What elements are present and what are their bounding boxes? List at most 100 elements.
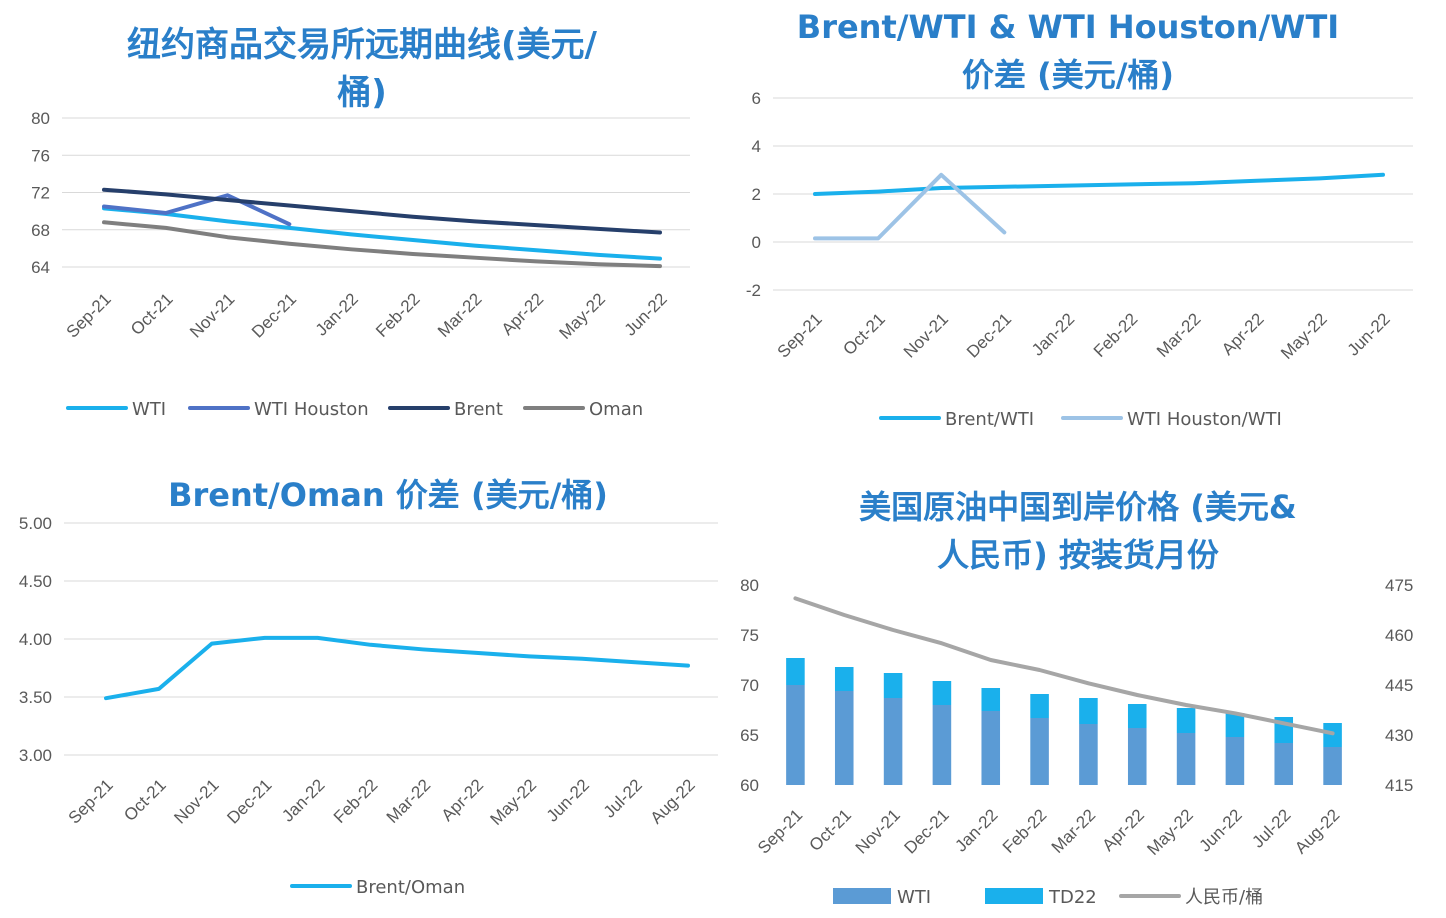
x-tick-label: Nov-21 [186, 289, 238, 341]
x-tick-label: Dec-21 [223, 775, 275, 827]
bar-wti [834, 691, 854, 785]
legend-label-brent-oman: Brent/Oman [356, 877, 465, 898]
bar-td22 [883, 673, 903, 698]
bar-td22 [1225, 713, 1245, 737]
legend-label-wti-houston-wti: WTI Houston/WTI [1127, 409, 1282, 430]
x-tick-label: Sep-21 [774, 309, 826, 361]
y-tick-label: 68 [31, 221, 50, 240]
x-tick-label: Aug-22 [1291, 805, 1343, 857]
series-line-wti-houston-wti [813, 172, 1007, 241]
y-tick-label: 75 [740, 626, 759, 645]
bar-td22 [1030, 694, 1049, 718]
x-tick-label: Jan-22 [1028, 309, 1078, 359]
y-tick-label: 80 [31, 109, 50, 128]
y2-tick-label: 475 [1385, 576, 1413, 595]
chart-title-line: 价差 (美元/桶) [962, 56, 1174, 94]
y-tick-label: 4 [752, 137, 761, 156]
x-tick-label: Jun-22 [543, 775, 593, 825]
x-tick-label: Dec-21 [963, 309, 1015, 361]
chart-title-line: 人民币) 按装货月份 [937, 536, 1219, 574]
series-line-wti-houston [102, 193, 292, 227]
x-tick-label: Dec-21 [901, 805, 953, 857]
x-tick-label: Apr-22 [1099, 805, 1149, 855]
bar-td22 [981, 688, 1001, 711]
nymex-forward-curve-chart: 纽约商品交易所远期曲线(美元/桶) 80 76 72 68 64 Sep-21 Oct-21 N… [31, 25, 690, 420]
bar-td22 [932, 681, 952, 705]
x-tick-label: Feb-22 [1090, 309, 1142, 361]
y-tick-label: 72 [31, 184, 50, 203]
bar-wti [1079, 724, 1098, 785]
x-tick-label: Apr-22 [1218, 309, 1268, 359]
y-tick-label: 3.50 [19, 688, 52, 707]
bar-wti [1176, 733, 1196, 785]
y-tick-label: 65 [740, 726, 759, 745]
x-tick-label: Jan-22 [278, 775, 328, 825]
chart-title-line: Brent/WTI & WTI Houston/WTI [797, 8, 1339, 46]
x-tick-label: Nov-21 [900, 309, 952, 361]
y-tick-label: 60 [740, 776, 759, 795]
x-tick-label: Jul-22 [1248, 805, 1294, 851]
x-tick-label: Oct-21 [839, 309, 889, 359]
brent-oman-spread-chart: Brent/Oman 价差 (美元/桶) 5.00 4.50 4.00 3.50 3.00… [19, 476, 718, 898]
bar-wti [981, 711, 1001, 785]
series-line-oman [102, 220, 662, 269]
series-line-brent-oman [104, 635, 690, 701]
chart-panel-brent-wti-spread: Brent/WTI & WTI Houston/WTI 价差 (美元/桶) 6 4 2 0… [723, 0, 1446, 455]
legend-swatch [833, 888, 891, 904]
x-tick-label: Nov-21 [170, 775, 222, 827]
y-tick-label: 6 [752, 89, 761, 108]
chart-title-line: 纽约商品交易所远期曲线(美元/ [127, 25, 598, 65]
bar-wti [1225, 737, 1245, 785]
y-tick-label: 0 [752, 233, 761, 252]
legend-label-wti-houston: WTI Houston [254, 399, 369, 420]
y-tick-label: 4.50 [19, 572, 52, 591]
x-tick-label: Sep-21 [63, 289, 115, 341]
x-tick-label: Dec-21 [248, 289, 300, 341]
bar-td22 [1079, 698, 1098, 724]
brent-wti-spread-chart: Brent/WTI & WTI Houston/WTI 价差 (美元/桶) 6 4 2 0… [746, 8, 1413, 430]
series-line-rmb-per-barrel [793, 596, 1335, 736]
x-tick-label: Sep-21 [754, 805, 806, 857]
y-tick-label: 70 [740, 676, 759, 695]
bar-wti [883, 698, 903, 785]
x-tick-label: Oct-21 [120, 775, 170, 825]
bar-td22 [786, 658, 805, 685]
y-tick-label: -2 [746, 281, 761, 300]
us-crude-china-landed-price-chart: 美国原油中国到岸价格 (美元&人民币) 按装货月份 80 75 70 65 60 475 46… [740, 488, 1413, 908]
x-tick-label: Sep-21 [65, 775, 117, 827]
legend-label-wti: WTI [132, 399, 166, 420]
y-tick-label: 3.00 [19, 746, 52, 765]
x-tick-label: Mar-22 [1048, 805, 1100, 857]
legend-label-wti: WTI [897, 887, 931, 908]
x-tick-label: May-22 [1277, 309, 1331, 363]
bar-wti [1127, 728, 1147, 785]
x-tick-label: Jul-22 [600, 775, 646, 821]
x-tick-label: Apr-22 [498, 289, 548, 339]
x-tick-label: Jun-22 [1196, 805, 1246, 855]
bar-td22 [1176, 708, 1196, 733]
chart-panel-nymex-forward-curve: 纽约商品交易所远期曲线(美元/桶) 80 76 72 68 64 Sep-21 Oct-21 N… [0, 0, 720, 455]
y2-tick-label: 445 [1385, 676, 1413, 695]
x-tick-label: Mar-22 [1153, 309, 1205, 361]
bar-wti [1030, 718, 1049, 785]
bar-wti [1274, 743, 1294, 785]
bar-wti [786, 685, 805, 785]
bar-wti [932, 705, 952, 785]
x-tick-label: Jun-22 [621, 289, 671, 339]
bar-td22 [834, 667, 854, 691]
bar-td22 [1127, 704, 1147, 728]
bar-wti [1323, 747, 1342, 785]
series-line-wti [102, 206, 662, 261]
x-tick-label: May-22 [487, 775, 541, 829]
chart-title-line: Brent/Oman 价差 (美元/桶) [168, 476, 608, 514]
legend-label-brent-wti: Brent/WTI [945, 409, 1034, 430]
series-line-brent-wti [813, 172, 1385, 196]
y-tick-label: 80 [740, 576, 759, 595]
x-tick-label: May-22 [1143, 805, 1197, 859]
x-tick-label: Mar-22 [383, 775, 435, 827]
legend-label-td22: TD22 [1048, 887, 1097, 908]
chart-panel-brent-oman-spread: Brent/Oman 价差 (美元/桶) 5.00 4.50 4.00 3.50 3.00… [0, 458, 720, 918]
x-tick-label: Apr-22 [438, 775, 488, 825]
legend-label-brent: Brent [454, 399, 503, 420]
legend-label-oman: Oman [589, 399, 643, 420]
